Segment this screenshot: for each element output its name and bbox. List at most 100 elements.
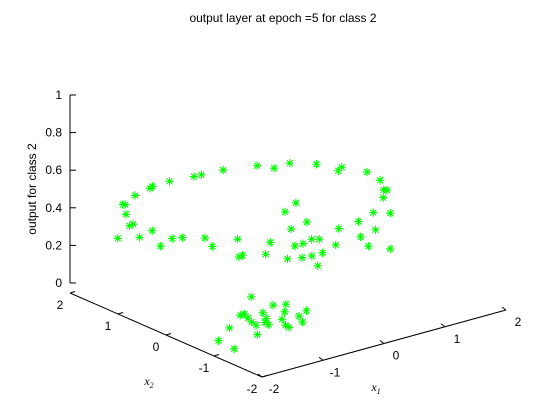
data-point xyxy=(238,251,247,260)
chart-title: output layer at epoch =5 for class 2 xyxy=(189,11,376,25)
data-point xyxy=(230,344,239,354)
y-tick-label: 2 xyxy=(57,298,64,312)
data-point xyxy=(261,250,270,259)
y-axis-label-sub: 2 xyxy=(150,381,154,390)
data-point xyxy=(302,217,311,227)
data-point xyxy=(260,318,270,327)
data-point xyxy=(269,163,279,173)
data-point xyxy=(236,311,245,320)
z-tick-label: 0.6 xyxy=(45,163,62,177)
data-point xyxy=(125,221,134,231)
x-tick-mark xyxy=(440,323,446,328)
y-tick-mark xyxy=(69,291,76,294)
data-point xyxy=(386,244,395,254)
y-tick-label: 0 xyxy=(153,340,160,354)
data-point xyxy=(252,161,262,170)
data-point xyxy=(284,323,294,332)
x-tick-mark xyxy=(379,340,385,344)
y-axis-label: x2 xyxy=(143,374,153,390)
data-point xyxy=(291,198,301,208)
data-point xyxy=(168,234,177,243)
x-tick-mark xyxy=(501,306,507,311)
data-point xyxy=(294,311,304,321)
data-point xyxy=(354,217,363,226)
data-point xyxy=(135,233,144,242)
data-point xyxy=(268,301,278,310)
data-point xyxy=(369,208,378,217)
data-point xyxy=(130,191,140,200)
data-point xyxy=(334,224,343,233)
data-point xyxy=(247,317,256,327)
data-point xyxy=(243,313,253,323)
data-point xyxy=(148,182,157,191)
y-axis-label-main: x xyxy=(143,374,150,388)
data-point xyxy=(313,261,322,270)
z-axis-label: output for class 2 xyxy=(25,143,39,235)
x-tick-label: 0 xyxy=(393,349,400,363)
x-axis-ticks: -2 -1 0 1 2 xyxy=(257,306,522,396)
y-tick-mark xyxy=(165,333,172,336)
data-point xyxy=(315,235,324,244)
data-point xyxy=(280,207,290,217)
data-point xyxy=(298,317,307,327)
z-axis-ticks: 0 0.2 0.4 0.6 0.8 1 xyxy=(45,88,76,290)
data-point xyxy=(113,234,122,243)
data-point xyxy=(337,163,346,172)
data-point xyxy=(266,238,275,247)
data-point xyxy=(197,170,206,180)
data-point xyxy=(121,210,131,219)
data-point xyxy=(283,254,292,264)
data-point xyxy=(307,251,316,261)
x-axis-label-main: x xyxy=(370,380,377,394)
x-tick-label: 1 xyxy=(454,332,461,346)
y-tick-label: 1 xyxy=(105,319,112,333)
data-point xyxy=(379,193,388,202)
x-tick-label: 2 xyxy=(515,315,522,329)
z-tick-label: 0 xyxy=(55,276,62,290)
data-point xyxy=(208,242,217,251)
data-point xyxy=(379,185,388,195)
data-point xyxy=(371,225,380,234)
data-point xyxy=(318,248,327,258)
data-point xyxy=(189,172,199,181)
data-point xyxy=(214,336,223,345)
data-point xyxy=(240,309,249,319)
x-tick-mark xyxy=(318,356,324,361)
data-point xyxy=(277,315,287,324)
x-tick-label: -2 xyxy=(269,382,280,396)
y-axis-ticks: -2 -1 0 1 2 xyxy=(57,291,268,396)
data-point xyxy=(247,292,256,302)
z-tick-label: 0.2 xyxy=(45,238,62,252)
data-point xyxy=(312,160,321,169)
data-point xyxy=(362,167,372,177)
data-point xyxy=(286,224,296,234)
data-point xyxy=(307,235,316,244)
data-point xyxy=(364,242,373,251)
data-point xyxy=(218,165,228,175)
data-point xyxy=(331,240,340,250)
data-point xyxy=(386,209,395,218)
data-point xyxy=(225,323,234,333)
y-tick-label: -1 xyxy=(199,361,210,375)
data-point xyxy=(290,241,299,251)
data-point xyxy=(233,235,242,244)
data-point xyxy=(334,166,343,175)
x-tick-mark xyxy=(257,373,263,378)
x-axis-label: x1 xyxy=(370,380,380,396)
data-point xyxy=(281,320,290,330)
data-point xyxy=(234,252,244,262)
data-point xyxy=(297,253,307,262)
data-point xyxy=(375,176,385,185)
data-point xyxy=(165,177,174,186)
y-tick-mark xyxy=(213,354,220,357)
data-point xyxy=(118,200,128,209)
data-point xyxy=(148,226,157,235)
data-point xyxy=(298,239,308,248)
data-point xyxy=(281,300,291,309)
z-tick-label: 1 xyxy=(55,88,62,102)
y-tick-mark xyxy=(117,312,124,315)
x-axis-label-sub: 1 xyxy=(377,387,381,396)
data-point xyxy=(264,320,273,329)
data-point xyxy=(200,233,210,243)
